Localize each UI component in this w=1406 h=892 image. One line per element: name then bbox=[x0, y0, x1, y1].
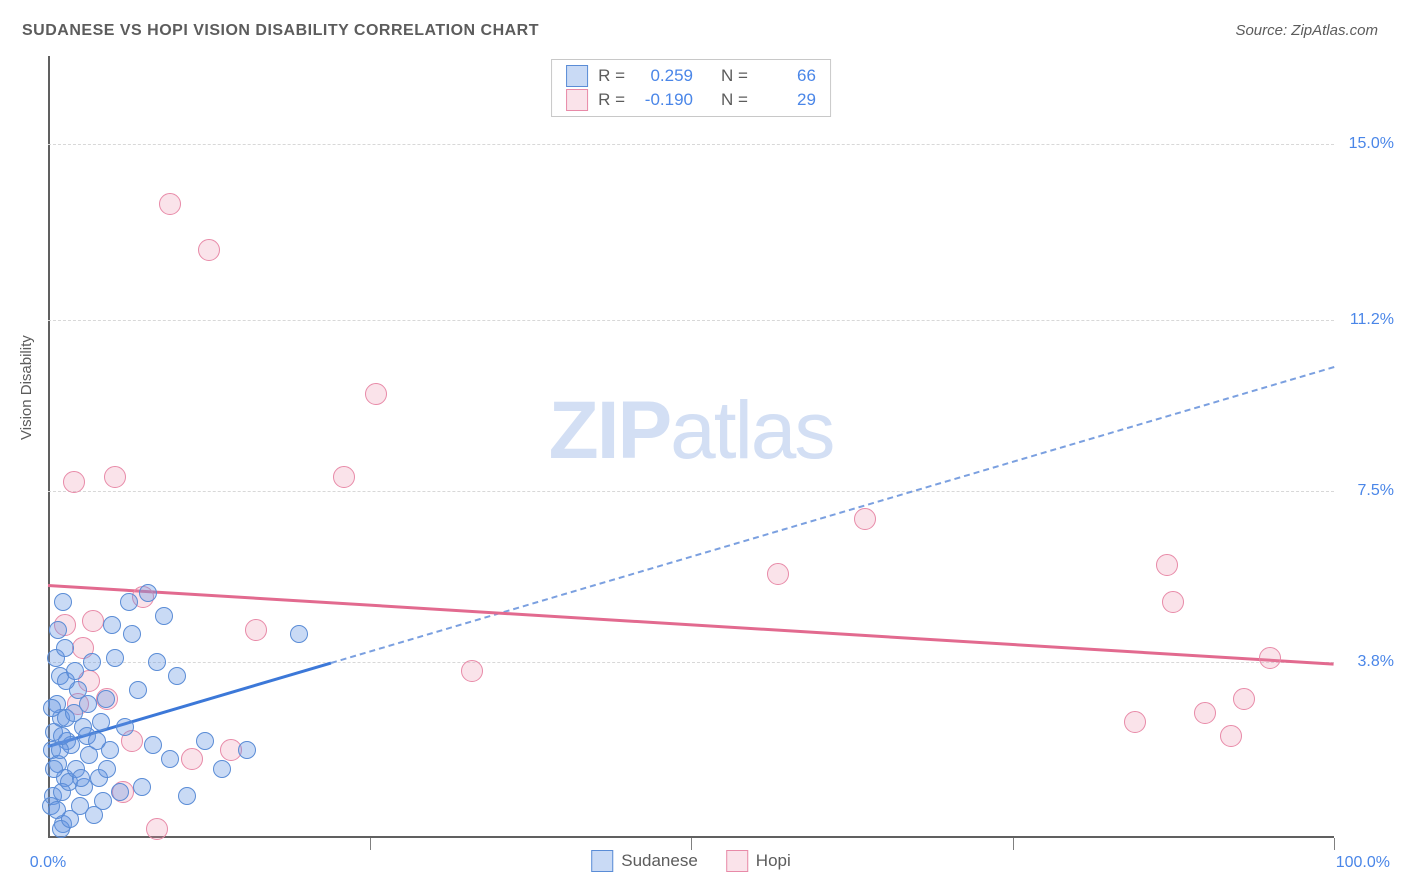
scatter-point-hopi bbox=[1124, 711, 1146, 733]
stat-n-label: N = bbox=[721, 66, 748, 86]
scatter-point-hopi bbox=[854, 508, 876, 530]
scatter-point-sudanese bbox=[103, 616, 121, 634]
scatter-point-sudanese bbox=[53, 727, 71, 745]
x-tick bbox=[1334, 838, 1335, 850]
scatter-point-sudanese bbox=[66, 662, 84, 680]
legend-label: Hopi bbox=[756, 851, 791, 871]
bottom-legend: Sudanese Hopi bbox=[591, 850, 791, 872]
scatter-point-hopi bbox=[245, 619, 267, 641]
trend-line-sudanese-dashed bbox=[331, 366, 1335, 664]
scatter-point-sudanese bbox=[123, 625, 141, 643]
legend-swatch bbox=[566, 65, 588, 87]
scatter-point-sudanese bbox=[101, 741, 119, 759]
scatter-point-sudanese bbox=[48, 801, 66, 819]
gridline bbox=[48, 662, 1334, 663]
chart-plot-area: ZIPatlas R = 0.259 N = 66 R = -0.190 N = 29… bbox=[48, 56, 1334, 838]
scatter-point-sudanese bbox=[144, 736, 162, 754]
scatter-point-sudanese bbox=[196, 732, 214, 750]
scatter-point-hopi bbox=[181, 748, 203, 770]
gridline bbox=[48, 491, 1334, 492]
stat-r-value: 0.259 bbox=[635, 66, 693, 86]
scatter-point-sudanese bbox=[45, 760, 63, 778]
scatter-point-sudanese bbox=[238, 741, 256, 759]
scatter-point-sudanese bbox=[111, 783, 129, 801]
scatter-point-hopi bbox=[198, 239, 220, 261]
scatter-point-sudanese bbox=[106, 649, 124, 667]
x-tick bbox=[691, 838, 692, 850]
legend-label: Sudanese bbox=[621, 851, 698, 871]
y-tick-label: 11.2% bbox=[1350, 311, 1394, 329]
scatter-point-hopi bbox=[159, 193, 181, 215]
scatter-point-hopi bbox=[104, 466, 126, 488]
scatter-point-hopi bbox=[1194, 702, 1216, 724]
legend-swatch bbox=[726, 850, 748, 872]
scatter-point-hopi bbox=[1162, 591, 1184, 613]
legend-swatch bbox=[566, 89, 588, 111]
scatter-point-sudanese bbox=[213, 760, 231, 778]
y-tick-label: 3.8% bbox=[1358, 653, 1394, 671]
scatter-point-hopi bbox=[333, 466, 355, 488]
watermark: ZIPatlas bbox=[549, 384, 834, 478]
scatter-point-sudanese bbox=[49, 621, 67, 639]
y-axis-line bbox=[48, 56, 50, 838]
trend-line-hopi bbox=[48, 584, 1334, 666]
y-axis-label: Vision Disability bbox=[18, 335, 35, 440]
scatter-point-sudanese bbox=[133, 778, 151, 796]
x-tick bbox=[1013, 838, 1014, 850]
scatter-point-sudanese bbox=[161, 750, 179, 768]
scatter-point-sudanese bbox=[43, 699, 61, 717]
stat-n-value: 66 bbox=[758, 66, 816, 86]
scatter-point-hopi bbox=[1259, 647, 1281, 669]
scatter-point-hopi bbox=[461, 660, 483, 682]
scatter-point-hopi bbox=[82, 610, 104, 632]
scatter-point-sudanese bbox=[120, 593, 138, 611]
gridline bbox=[48, 320, 1334, 321]
stat-r-label: R = bbox=[598, 66, 625, 86]
scatter-point-sudanese bbox=[129, 681, 147, 699]
scatter-point-sudanese bbox=[98, 760, 116, 778]
watermark-bold: ZIP bbox=[549, 385, 671, 476]
scatter-point-hopi bbox=[365, 383, 387, 405]
x-tick-label: 0.0% bbox=[30, 854, 66, 872]
stat-n-value: 29 bbox=[758, 90, 816, 110]
stat-n-label: N = bbox=[721, 90, 748, 110]
chart-title: SUDANESE VS HOPI VISION DISABILITY CORRE… bbox=[22, 22, 539, 40]
scatter-point-hopi bbox=[1220, 725, 1242, 747]
scatter-point-sudanese bbox=[54, 593, 72, 611]
x-tick-label: 100.0% bbox=[1336, 854, 1390, 872]
stat-r-value: -0.190 bbox=[635, 90, 693, 110]
scatter-point-sudanese bbox=[155, 607, 173, 625]
scatter-point-sudanese bbox=[94, 792, 112, 810]
scatter-point-sudanese bbox=[83, 653, 101, 671]
scatter-point-sudanese bbox=[148, 653, 166, 671]
scatter-point-sudanese bbox=[72, 769, 90, 787]
legend-item: Hopi bbox=[726, 850, 791, 872]
scatter-point-sudanese bbox=[116, 718, 134, 736]
scatter-point-hopi bbox=[146, 818, 168, 840]
stats-row: R = -0.190 N = 29 bbox=[566, 88, 816, 112]
scatter-point-sudanese bbox=[97, 690, 115, 708]
scatter-point-sudanese bbox=[290, 625, 308, 643]
scatter-point-sudanese bbox=[56, 639, 74, 657]
scatter-point-hopi bbox=[1233, 688, 1255, 710]
scatter-point-sudanese bbox=[92, 713, 110, 731]
y-tick-label: 15.0% bbox=[1349, 135, 1394, 153]
stat-r-label: R = bbox=[598, 90, 625, 110]
scatter-point-sudanese bbox=[139, 584, 157, 602]
stats-legend-box: R = 0.259 N = 66 R = -0.190 N = 29 bbox=[551, 59, 831, 117]
scatter-point-hopi bbox=[767, 563, 789, 585]
y-tick-label: 7.5% bbox=[1358, 482, 1394, 500]
stats-row: R = 0.259 N = 66 bbox=[566, 64, 816, 88]
legend-swatch bbox=[591, 850, 613, 872]
scatter-point-sudanese bbox=[168, 667, 186, 685]
scatter-point-sudanese bbox=[178, 787, 196, 805]
legend-item: Sudanese bbox=[591, 850, 698, 872]
watermark-light: atlas bbox=[670, 385, 833, 476]
scatter-point-hopi bbox=[63, 471, 85, 493]
gridline bbox=[48, 144, 1334, 145]
x-tick bbox=[370, 838, 371, 850]
scatter-point-hopi bbox=[1156, 554, 1178, 576]
scatter-point-sudanese bbox=[79, 695, 97, 713]
chart-source: Source: ZipAtlas.com bbox=[1235, 22, 1378, 39]
